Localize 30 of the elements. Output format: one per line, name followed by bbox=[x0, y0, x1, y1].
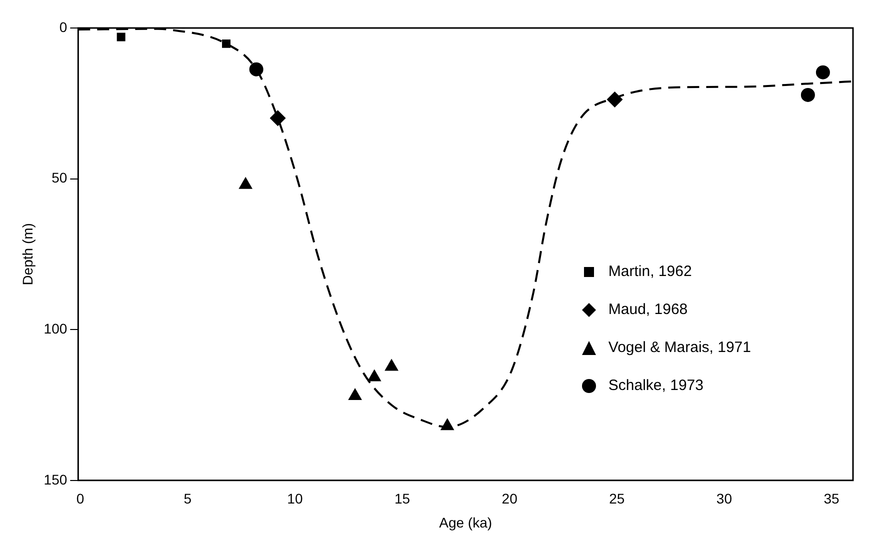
y-tick-label: 50 bbox=[52, 170, 68, 186]
x-tick-label: 0 bbox=[76, 490, 84, 507]
point bbox=[270, 110, 286, 126]
y-tick-label: 150 bbox=[44, 471, 68, 488]
legend-label: Maud, 1968 bbox=[608, 301, 688, 318]
point bbox=[384, 358, 398, 371]
legend-label: Martin, 1962 bbox=[608, 263, 692, 280]
point bbox=[816, 65, 830, 80]
point bbox=[348, 388, 362, 400]
x-tick-label: 20 bbox=[502, 490, 518, 507]
x-tick-label: 5 bbox=[184, 490, 192, 507]
x-tick-label: 15 bbox=[394, 490, 410, 507]
x-tick-label: 10 bbox=[287, 490, 303, 507]
legend-label: Schalke, 1973 bbox=[608, 377, 704, 394]
x-tick-label: 25 bbox=[609, 490, 625, 507]
point bbox=[238, 176, 253, 189]
y-tick-label: 100 bbox=[44, 320, 68, 336]
x-tick-label: 30 bbox=[716, 490, 732, 507]
x-axis-title: Age (ka) bbox=[439, 514, 492, 530]
point bbox=[249, 62, 264, 76]
point bbox=[367, 369, 382, 382]
point bbox=[440, 418, 454, 430]
y-tick-label: 0 bbox=[59, 18, 68, 35]
legend-label: Vogel & Marais, 1971 bbox=[608, 339, 751, 356]
point bbox=[222, 39, 230, 48]
x-tick-label: 35 bbox=[824, 490, 840, 507]
y-axis-title: Depth (m) bbox=[19, 223, 36, 286]
point bbox=[116, 32, 126, 42]
point bbox=[606, 91, 623, 108]
point bbox=[800, 88, 815, 102]
